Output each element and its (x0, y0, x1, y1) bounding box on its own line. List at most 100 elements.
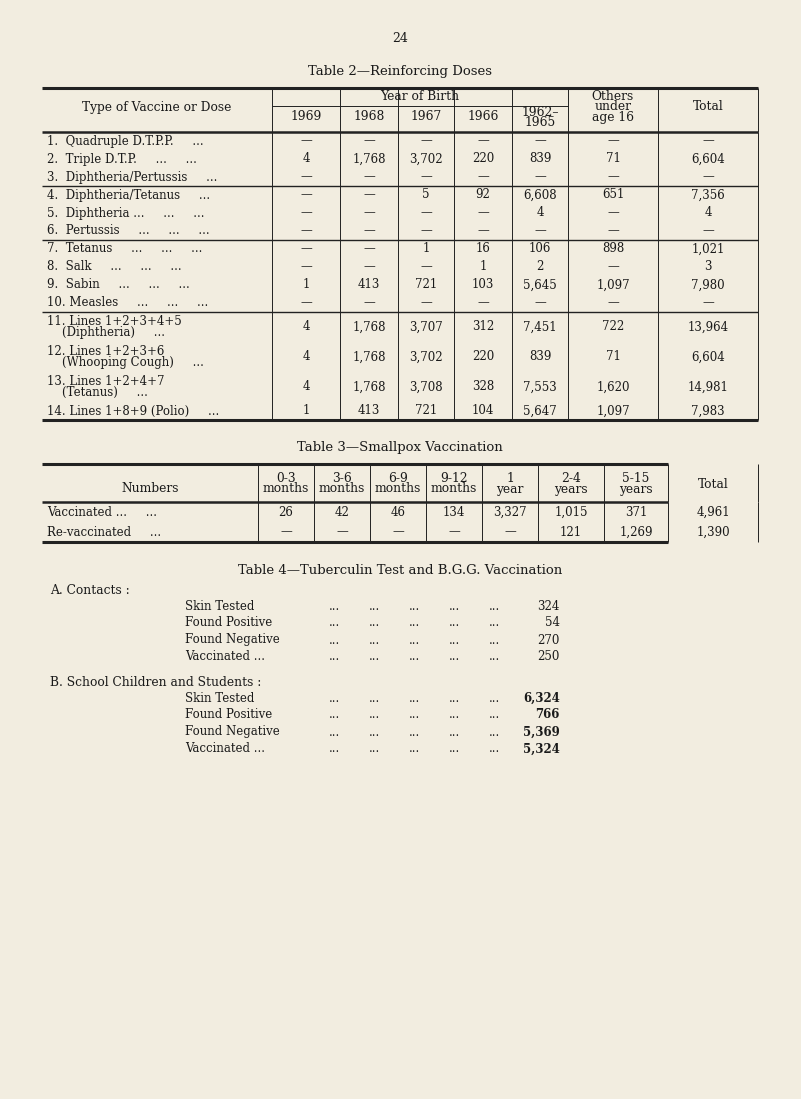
Text: ...: ... (369, 691, 380, 704)
Text: 4: 4 (302, 153, 310, 166)
Text: ...: ... (489, 743, 501, 755)
Text: year: year (497, 482, 524, 496)
Text: —: — (421, 224, 432, 237)
Text: ...: ... (329, 691, 340, 704)
Text: 1967: 1967 (410, 111, 441, 123)
Text: —: — (534, 224, 545, 237)
Text: —: — (363, 189, 375, 201)
Text: 4.  Diphtheria/Tetanus     ...: 4. Diphtheria/Tetanus ... (47, 189, 210, 201)
Text: 71: 71 (606, 153, 621, 166)
Text: ...: ... (449, 651, 461, 664)
Text: 9-12: 9-12 (441, 473, 468, 486)
Text: months: months (319, 482, 365, 496)
Text: ...: ... (369, 709, 380, 722)
Text: 1,015: 1,015 (554, 506, 588, 519)
Text: —: — (421, 207, 432, 220)
Text: 5,324: 5,324 (523, 743, 560, 755)
Text: ...: ... (329, 743, 340, 755)
Text: 6,324: 6,324 (523, 691, 560, 704)
Text: 104: 104 (472, 404, 494, 418)
Text: 103: 103 (472, 278, 494, 291)
Text: 1: 1 (302, 404, 310, 418)
Text: Found Negative: Found Negative (185, 633, 280, 646)
Text: —: — (702, 170, 714, 184)
Text: 7,553: 7,553 (523, 380, 557, 393)
Text: years: years (554, 482, 588, 496)
Text: ...: ... (369, 725, 380, 739)
Text: Table 2—Reinforcing Doses: Table 2—Reinforcing Doses (308, 66, 492, 78)
Text: months: months (263, 482, 309, 496)
Text: 1,768: 1,768 (352, 380, 386, 393)
Text: 1.  Quadruple D.T.P.P.     ...: 1. Quadruple D.T.P.P. ... (47, 134, 203, 147)
Text: 7,980: 7,980 (691, 278, 725, 291)
Text: —: — (448, 525, 460, 539)
Text: 12. Lines 1+2+3+6: 12. Lines 1+2+3+6 (47, 345, 164, 358)
Text: 1: 1 (302, 278, 310, 291)
Text: ...: ... (369, 633, 380, 646)
Text: Re-vaccinated     ...: Re-vaccinated ... (47, 525, 161, 539)
Text: —: — (363, 170, 375, 184)
Text: 92: 92 (476, 189, 490, 201)
Text: 9.  Sabin     ...     ...     ...: 9. Sabin ... ... ... (47, 278, 190, 291)
Text: 5,647: 5,647 (523, 404, 557, 418)
Text: —: — (280, 525, 292, 539)
Text: 16: 16 (476, 243, 490, 255)
Text: 766: 766 (536, 709, 560, 722)
Text: —: — (534, 170, 545, 184)
Text: Vaccinated ...: Vaccinated ... (185, 743, 265, 755)
Text: 1: 1 (479, 260, 487, 274)
Text: 1962–: 1962– (521, 106, 559, 119)
Text: 54: 54 (545, 617, 560, 630)
Text: —: — (300, 260, 312, 274)
Text: —: — (363, 224, 375, 237)
Text: Year of Birth: Year of Birth (380, 90, 460, 103)
Text: 1,390: 1,390 (696, 525, 730, 539)
Text: —: — (607, 207, 619, 220)
Text: —: — (363, 260, 375, 274)
Text: 721: 721 (415, 404, 437, 418)
Text: 6.  Pertussis     ...     ...     ...: 6. Pertussis ... ... ... (47, 224, 210, 237)
Text: B. School Children and Students :: B. School Children and Students : (50, 676, 261, 688)
Text: 3,702: 3,702 (409, 153, 443, 166)
Text: ...: ... (409, 651, 421, 664)
Text: 4: 4 (302, 351, 310, 364)
Text: 413: 413 (358, 278, 380, 291)
Text: —: — (477, 134, 489, 147)
Text: 1,097: 1,097 (596, 404, 630, 418)
Text: 839: 839 (529, 351, 551, 364)
Text: 1: 1 (422, 243, 429, 255)
Text: 2: 2 (537, 260, 544, 274)
Text: 898: 898 (602, 243, 624, 255)
Text: —: — (300, 134, 312, 147)
Text: ...: ... (369, 617, 380, 630)
Text: under: under (594, 100, 631, 113)
Text: A. Contacts :: A. Contacts : (50, 584, 130, 597)
Text: 1,620: 1,620 (596, 380, 630, 393)
Text: —: — (421, 134, 432, 147)
Text: ...: ... (409, 633, 421, 646)
Text: ...: ... (329, 725, 340, 739)
Text: Found Negative: Found Negative (185, 725, 280, 739)
Text: 6,608: 6,608 (523, 189, 557, 201)
Text: 7,451: 7,451 (523, 321, 557, 333)
Text: —: — (421, 260, 432, 274)
Text: ...: ... (449, 691, 461, 704)
Text: 3,702: 3,702 (409, 351, 443, 364)
Text: years: years (619, 482, 653, 496)
Text: —: — (300, 243, 312, 255)
Text: —: — (534, 297, 545, 310)
Text: 106: 106 (529, 243, 551, 255)
Text: 328: 328 (472, 380, 494, 393)
Text: —: — (607, 224, 619, 237)
Text: 5,645: 5,645 (523, 278, 557, 291)
Text: 24: 24 (392, 32, 408, 44)
Text: Total: Total (698, 477, 728, 490)
Text: 13. Lines 1+2+4+7: 13. Lines 1+2+4+7 (47, 375, 164, 388)
Text: ...: ... (489, 633, 501, 646)
Text: ...: ... (329, 617, 340, 630)
Text: 721: 721 (415, 278, 437, 291)
Text: ...: ... (449, 709, 461, 722)
Text: —: — (702, 297, 714, 310)
Text: 6-9: 6-9 (388, 473, 408, 486)
Text: 1,768: 1,768 (352, 351, 386, 364)
